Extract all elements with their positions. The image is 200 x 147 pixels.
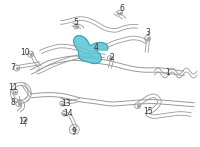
Text: 14: 14 — [63, 109, 73, 118]
Text: 7: 7 — [10, 63, 15, 72]
Text: 11: 11 — [8, 83, 18, 92]
Text: 15: 15 — [143, 107, 152, 116]
Text: 3: 3 — [145, 28, 150, 37]
Text: 10: 10 — [20, 48, 30, 57]
Text: 5: 5 — [74, 18, 79, 27]
Polygon shape — [74, 36, 108, 64]
Text: 2: 2 — [110, 53, 114, 62]
Text: 1: 1 — [165, 67, 170, 77]
Text: 8: 8 — [10, 98, 15, 107]
Text: 4: 4 — [94, 43, 98, 52]
Text: 6: 6 — [119, 4, 124, 13]
Text: 9: 9 — [72, 127, 77, 136]
Text: 12: 12 — [18, 117, 27, 126]
Text: 13: 13 — [62, 99, 71, 108]
